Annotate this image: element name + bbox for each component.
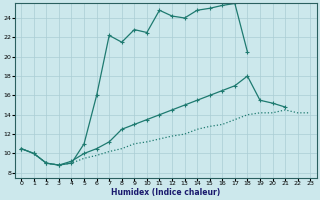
X-axis label: Humidex (Indice chaleur): Humidex (Indice chaleur) xyxy=(111,188,220,197)
